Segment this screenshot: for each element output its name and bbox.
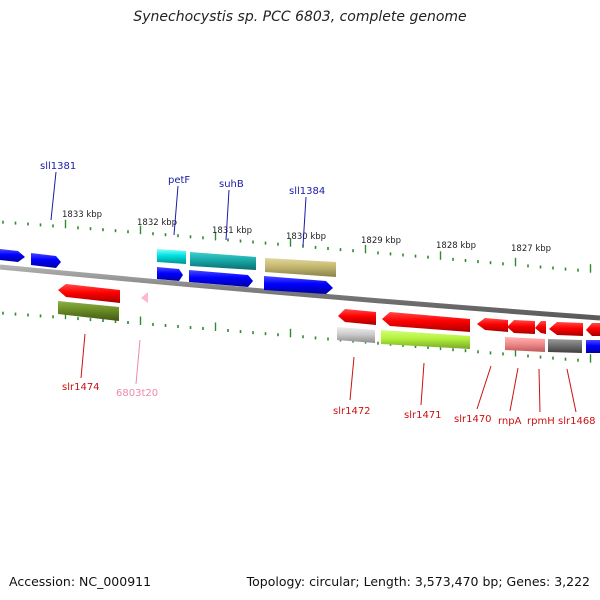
map-title: Synechocystis sp. PCC 6803, complete gen… [133, 9, 467, 25]
leader-line [420, 362, 425, 406]
gene-arrow-suhB[interactable] [190, 252, 256, 270]
gene-label-rpmH: rpmH [527, 416, 555, 427]
gene-arrow-slr1471[interactable] [382, 312, 470, 332]
top-gene-labels: sll1381 petF suhB sll1384 [40, 161, 325, 247]
gene-arrow[interactable] [586, 323, 600, 336]
leader-line [225, 189, 230, 241]
gene-arrow-petF[interactable] [157, 249, 186, 264]
genome-backbone [0, 264, 600, 321]
gene-label-slr1474: slr1474 [62, 382, 100, 393]
gene-arrow[interactable] [31, 253, 61, 268]
gene-arrow[interactable] [381, 330, 470, 349]
leader-line [566, 368, 577, 413]
accession-label: Accession: NC_000911 [9, 574, 152, 589]
gene-label-petF: petF [168, 175, 190, 186]
gene-label-slr1471: slr1471 [404, 410, 442, 421]
scale-labels: 1833 kbp 1832 kbp 1831 kbp 1830 kbp 1829… [62, 210, 551, 254]
gene-arrow[interactable] [58, 301, 119, 321]
gene-label-rnpA: rnpA [498, 416, 522, 427]
scale-label-1828: 1828 kbp [436, 241, 476, 251]
gene-arrow-rnpA[interactable] [505, 337, 545, 352]
upper-tick-track [2, 219, 592, 273]
leader-line [50, 171, 57, 221]
bottom-strand-genes [58, 284, 600, 353]
gene-label-slr1472: slr1472 [333, 406, 371, 417]
gene-label-suhB: suhB [219, 179, 244, 190]
genome-summary: Topology: circular; Length: 3,573,470 bp… [246, 574, 590, 589]
bottom-gene-labels: slr1474 6803t20 slr1472 slr1471 slr1470 … [62, 333, 596, 427]
gene-arrow-slr1470[interactable] [477, 318, 508, 332]
gene-label-6803t20: 6803t20 [116, 388, 158, 399]
leader-line [135, 339, 141, 385]
gene-label-sll1384: sll1384 [289, 186, 325, 197]
gene-arrow-slr1474[interactable] [58, 284, 120, 303]
scale-label-1832: 1832 kbp [137, 218, 177, 228]
rna-arrow-6803t20[interactable] [141, 292, 148, 303]
gene-arrow[interactable] [548, 339, 582, 353]
scale-label-1830: 1830 kbp [286, 232, 326, 242]
leader-line [349, 356, 355, 401]
scale-label-1827: 1827 kbp [511, 244, 551, 254]
gene-label-sll1381: sll1381 [40, 161, 76, 172]
scale-label-1829: 1829 kbp [361, 236, 401, 246]
leader-line [302, 196, 307, 247]
leader-line [476, 365, 492, 410]
gene-arrow[interactable] [337, 327, 375, 343]
gene-arrow[interactable] [586, 340, 600, 353]
gene-arrow[interactable] [507, 320, 535, 334]
gene-arrow-slr1472[interactable] [338, 309, 376, 325]
gene-arrow[interactable] [535, 321, 546, 334]
gene-arrow[interactable] [189, 270, 253, 287]
lower-tick-track [2, 310, 592, 363]
gene-arrow-sll1384[interactable] [265, 258, 336, 277]
top-strand-genes [0, 249, 336, 294]
gene-label-slr1468: slr1468 [558, 416, 596, 427]
scale-label-1833: 1833 kbp [62, 210, 102, 220]
leader-line [509, 367, 519, 412]
gene-arrow[interactable] [264, 276, 333, 294]
gene-arrow[interactable] [157, 267, 183, 281]
gene-label-slr1470: slr1470 [454, 414, 492, 425]
gene-arrow-slr1468[interactable] [549, 322, 583, 336]
leader-line [80, 333, 86, 379]
leader-line [538, 368, 541, 413]
gene-arrow[interactable] [0, 249, 25, 262]
leader-line [173, 185, 179, 236]
scale-label-1831: 1831 kbp [212, 226, 252, 236]
